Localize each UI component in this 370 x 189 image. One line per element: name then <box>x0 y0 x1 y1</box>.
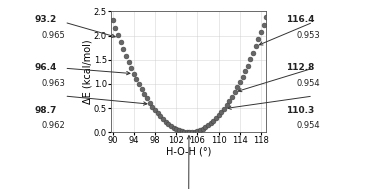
Point <box>245 64 251 67</box>
Point <box>171 126 176 129</box>
Point <box>110 18 115 21</box>
Point <box>261 23 267 26</box>
Point <box>131 72 137 75</box>
Point <box>229 95 235 98</box>
Text: 0.965: 0.965 <box>42 31 65 40</box>
Point <box>216 114 222 117</box>
Point <box>125 60 131 63</box>
Text: 0.953: 0.953 <box>296 31 320 40</box>
Point <box>192 130 198 133</box>
Point <box>179 130 185 133</box>
Text: 98.7: 98.7 <box>34 106 57 115</box>
Point <box>134 78 139 81</box>
Point <box>195 129 201 132</box>
Point <box>123 54 129 57</box>
Point <box>237 81 243 84</box>
Point <box>253 45 259 48</box>
Point <box>232 91 238 94</box>
Point <box>184 131 190 134</box>
Point <box>211 119 216 122</box>
Point <box>208 122 213 125</box>
Text: 0.962: 0.962 <box>42 121 65 130</box>
Point <box>115 33 121 36</box>
Point <box>120 47 126 50</box>
Y-axis label: ΔE (kcal/mol): ΔE (kcal/mol) <box>82 40 92 104</box>
Point <box>139 88 145 91</box>
Point <box>258 31 264 34</box>
Point <box>239 76 245 79</box>
Point <box>173 128 179 131</box>
Text: 116.4: 116.4 <box>286 15 315 24</box>
Point <box>157 115 163 118</box>
Point <box>165 122 171 125</box>
Point <box>160 118 166 121</box>
Point <box>223 103 229 106</box>
Point <box>163 120 169 123</box>
Point <box>255 38 261 41</box>
X-axis label: H-O-H (°): H-O-H (°) <box>166 147 211 157</box>
Point <box>128 66 134 69</box>
Point <box>226 99 232 102</box>
Point <box>263 15 269 18</box>
Text: 112.8: 112.8 <box>286 63 315 72</box>
Point <box>152 109 158 112</box>
Point <box>112 26 118 29</box>
Point <box>141 93 147 96</box>
Point <box>202 125 208 129</box>
Point <box>213 117 219 120</box>
Point <box>136 83 142 86</box>
Point <box>168 125 174 128</box>
Point <box>147 101 153 104</box>
Point <box>155 112 161 115</box>
Text: 0.963: 0.963 <box>41 79 65 88</box>
Point <box>234 86 240 89</box>
Point <box>200 127 206 130</box>
Text: 110.3: 110.3 <box>286 106 315 115</box>
Text: 0.954: 0.954 <box>296 79 320 88</box>
Point <box>248 58 253 61</box>
Point <box>197 128 203 131</box>
Point <box>242 70 248 73</box>
Point <box>176 129 182 132</box>
Point <box>221 107 227 110</box>
Point <box>205 124 211 127</box>
Point <box>189 131 195 134</box>
Point <box>250 51 256 54</box>
Point <box>118 41 124 44</box>
Point <box>181 130 187 133</box>
Point <box>149 105 155 108</box>
Text: 0.954: 0.954 <box>296 121 320 130</box>
Point <box>144 97 150 100</box>
Point <box>186 131 192 134</box>
Text: 93.2: 93.2 <box>35 15 57 24</box>
Text: 96.4: 96.4 <box>34 63 57 72</box>
Point <box>218 111 224 114</box>
